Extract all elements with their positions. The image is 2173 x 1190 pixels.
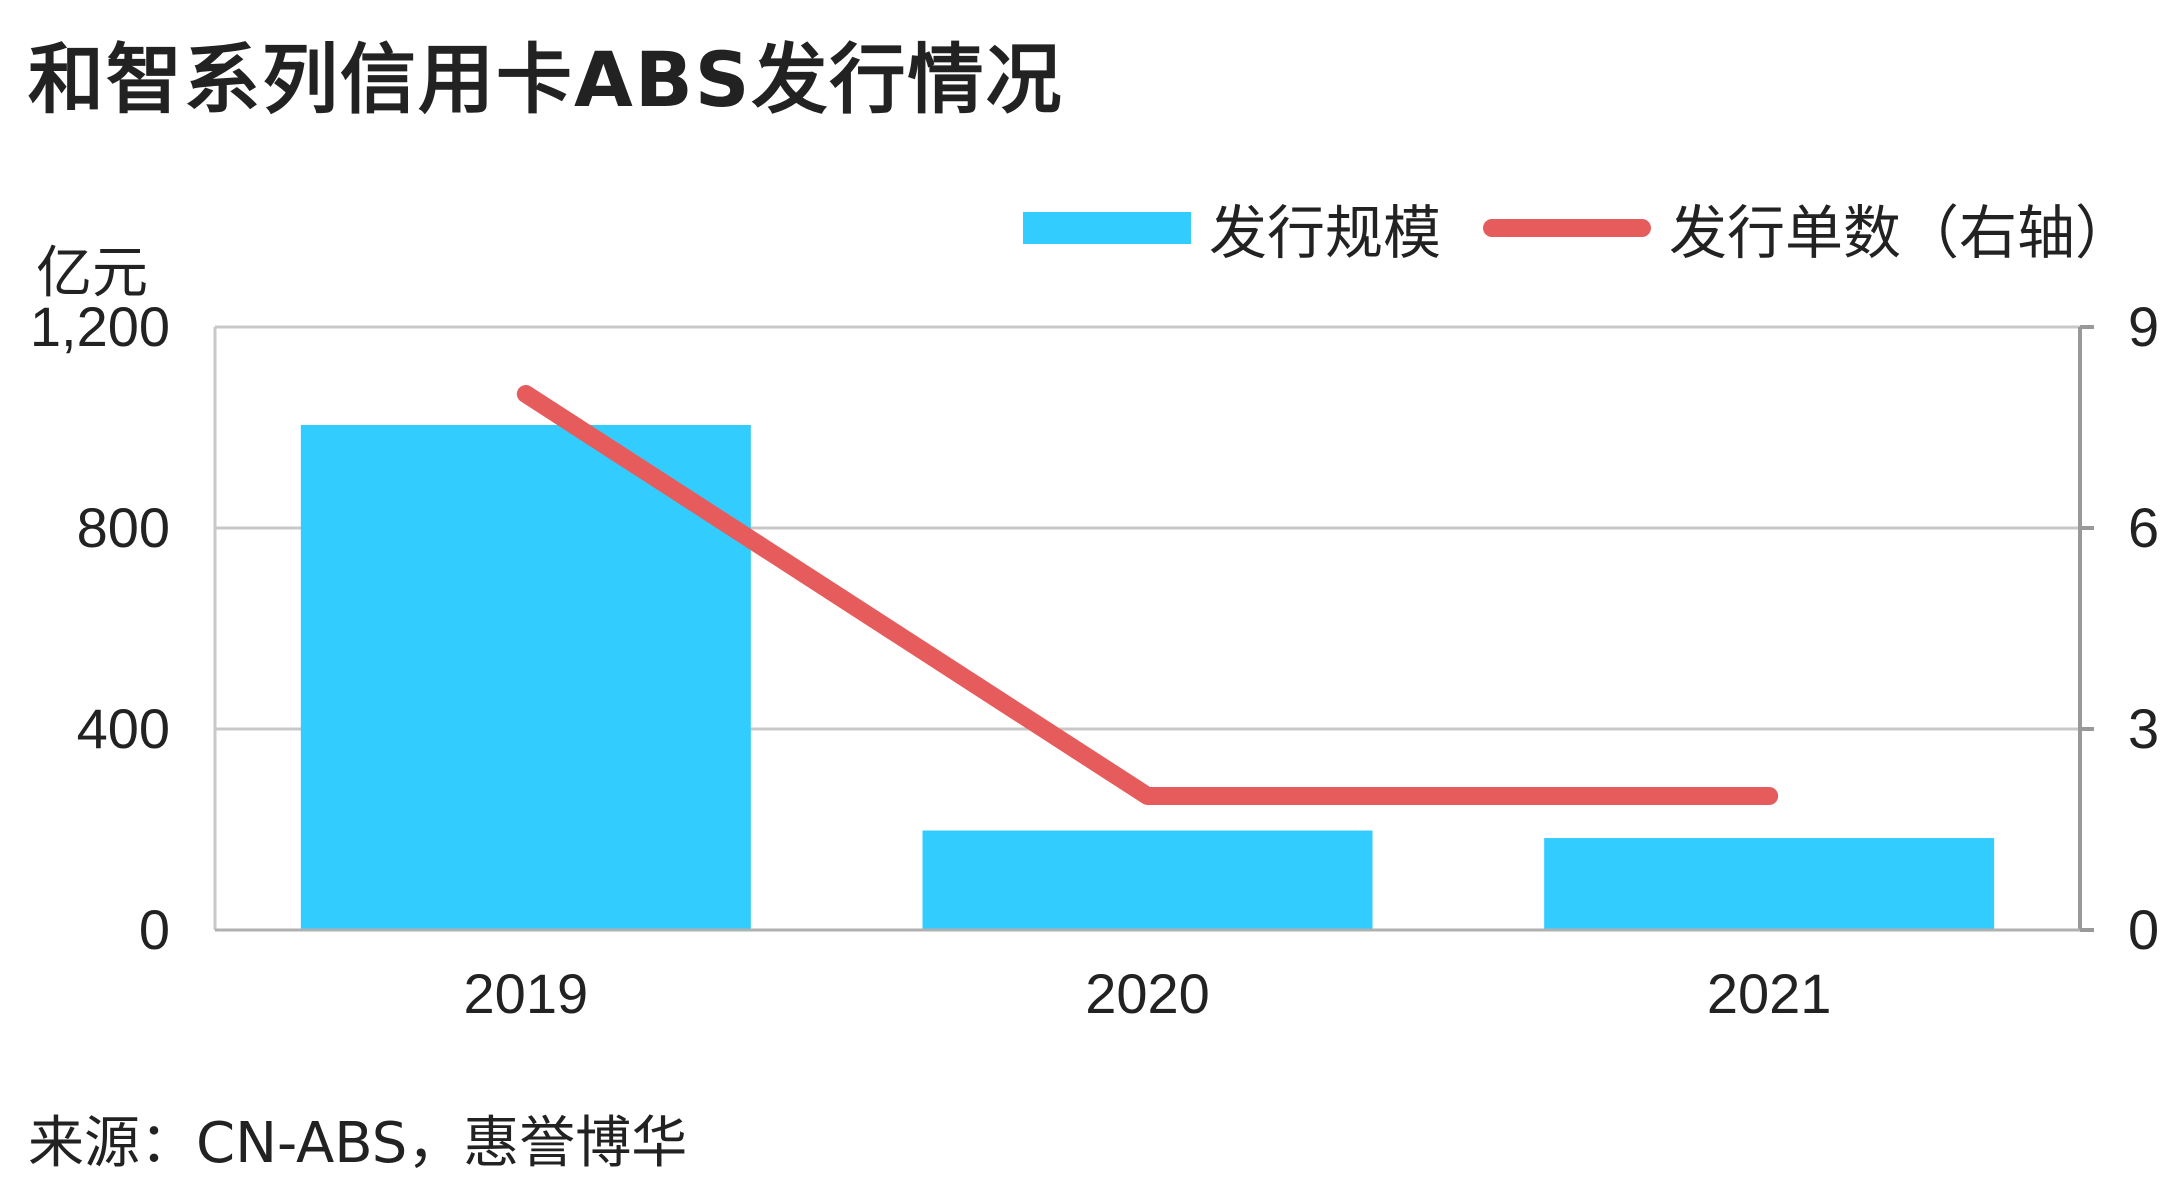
x-tick-label: 2019	[464, 962, 589, 1025]
bar	[300, 424, 751, 930]
y-axis-unit: 亿元	[36, 241, 148, 306]
x-tick-label: 2021	[1707, 962, 1832, 1025]
bar	[922, 830, 1373, 930]
x-tick-label: 2020	[1085, 962, 1210, 1025]
legend-swatch-bar	[1022, 212, 1191, 244]
y-tick-label: 400	[77, 697, 170, 760]
legend-item-line: 发行单数（右轴）	[1441, 186, 2133, 270]
y2-tick-label: 6	[2128, 496, 2159, 559]
y2-tick-label: 3	[2128, 697, 2159, 760]
y2-tick-label: 9	[2128, 295, 2159, 358]
y-tick-label: 0	[139, 898, 170, 961]
legend-item-bar: 发行规模	[1022, 186, 1441, 270]
source-note: 来源：CN-ABS，惠誉博华	[28, 1111, 688, 1176]
legend-label-bar: 发行规模	[1208, 199, 1441, 267]
chart-title: 和智系列信用卡ABS发行情况	[28, 35, 1064, 124]
y-tick-label: 800	[77, 496, 170, 559]
legend-label-line: 发行单数（右轴）	[1668, 199, 2133, 267]
y2-tick-label: 0	[2128, 898, 2159, 961]
legend: 发行规模 发行单数（右轴）	[1022, 186, 2133, 270]
legend-swatch-line	[1482, 219, 1651, 237]
bar	[1544, 838, 1995, 930]
y-tick-label: 1,200	[30, 295, 170, 358]
